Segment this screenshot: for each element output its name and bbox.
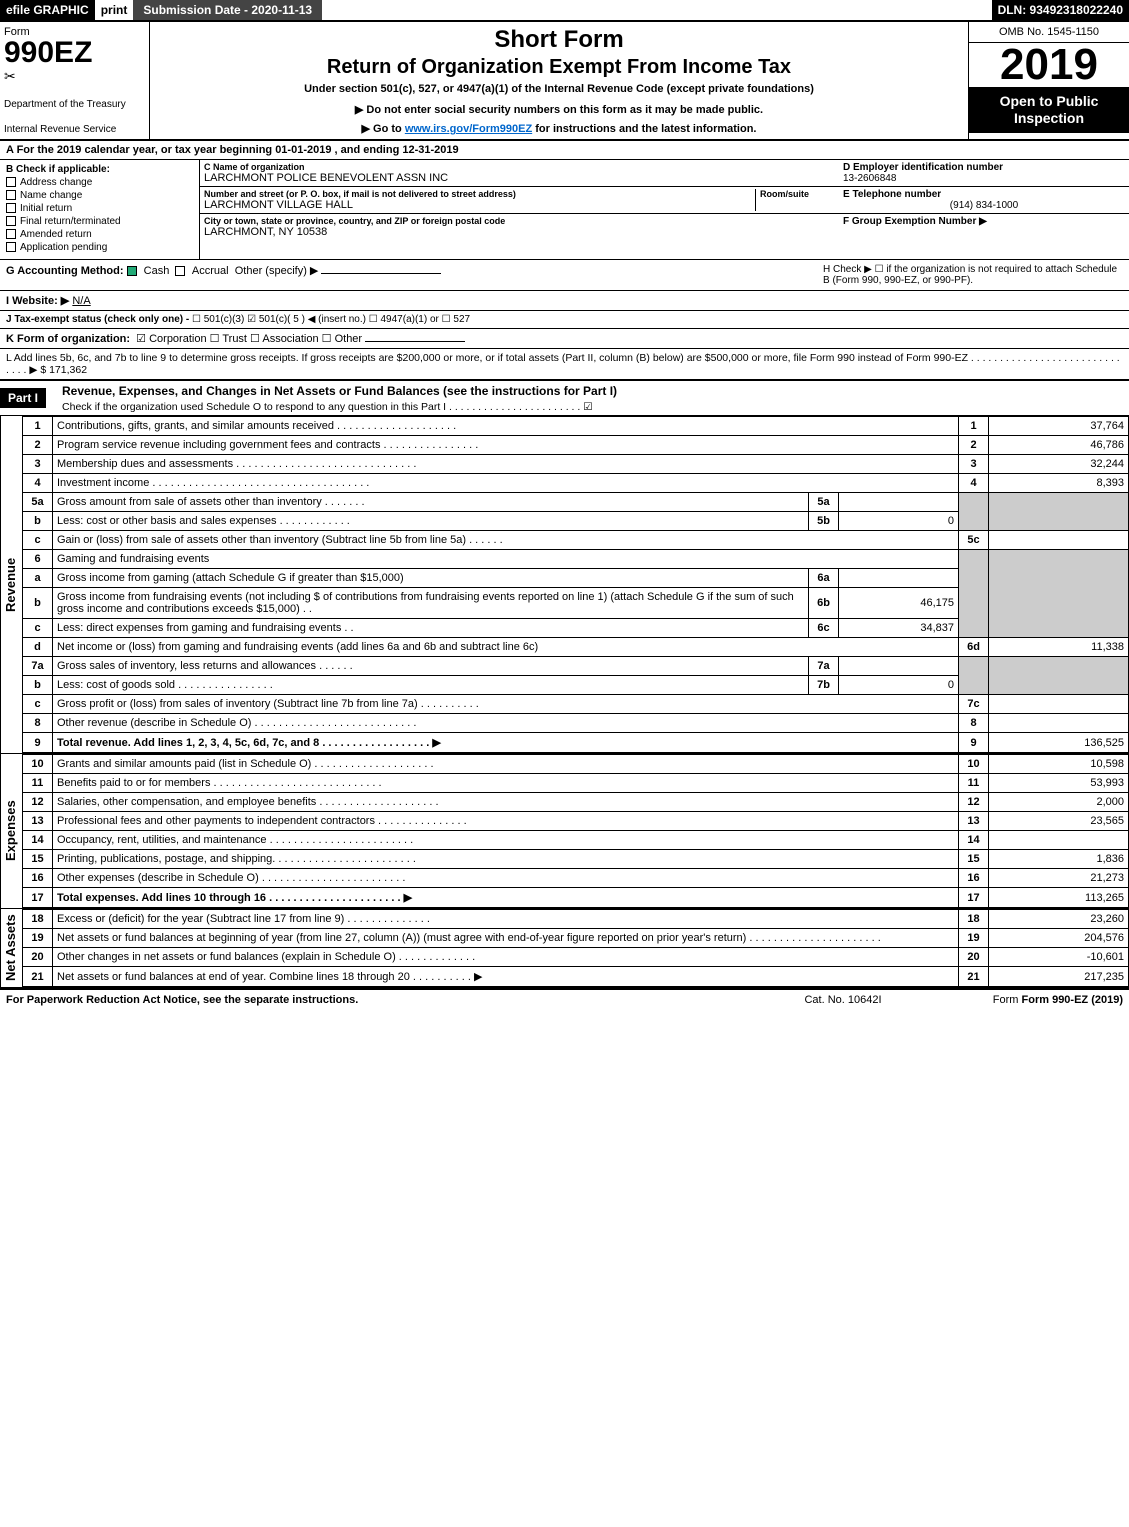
netassets-table: 18Excess or (deficit) for the year (Subt…: [22, 909, 1129, 987]
table-row: 1Contributions, gifts, grants, and simil…: [23, 417, 1129, 436]
tax-year: 2019: [969, 43, 1129, 87]
street-label: Number and street (or P. O. box, if mail…: [204, 189, 755, 199]
table-row: 15Printing, publications, postage, and s…: [23, 850, 1129, 869]
irs-link[interactable]: www.irs.gov/Form990EZ: [405, 123, 532, 135]
table-row: dNet income or (loss) from gaming and fu…: [23, 638, 1129, 657]
table-row: 6Gaming and fundraising events: [23, 550, 1129, 569]
d-label: D Employer identification number: [843, 162, 1125, 173]
cat-number: Cat. No. 10642I: [743, 994, 943, 1006]
table-row: 16Other expenses (describe in Schedule O…: [23, 869, 1129, 888]
table-row: 9Total revenue. Add lines 1, 2, 3, 4, 5c…: [23, 733, 1129, 753]
c-label: C Name of organization: [204, 162, 835, 172]
expenses-section: Expenses 10Grants and similar amounts pa…: [0, 754, 1129, 909]
line-l: L Add lines 5b, 6c, and 7b to line 9 to …: [0, 349, 1129, 381]
part-1-badge: Part I: [0, 388, 46, 408]
checkbox-initial-return[interactable]: [6, 203, 16, 213]
table-row: 17Total expenses. Add lines 10 through 1…: [23, 888, 1129, 908]
top-bar: efile GRAPHIC print Submission Date - 20…: [0, 0, 1129, 22]
table-row: 3Membership dues and assessments . . . .…: [23, 455, 1129, 474]
expenses-label: Expenses: [0, 754, 22, 908]
line-j: J Tax-exempt status (check only one) - ☐…: [0, 311, 1129, 329]
table-row: 5aGross amount from sale of assets other…: [23, 493, 1129, 512]
checkbox-amended[interactable]: [6, 229, 16, 239]
table-row: cGross profit or (loss) from sales of in…: [23, 695, 1129, 714]
revenue-section: Revenue 1Contributions, gifts, grants, a…: [0, 416, 1129, 754]
expenses-table: 10Grants and similar amounts paid (list …: [22, 754, 1129, 908]
table-row: 14Occupancy, rent, utilities, and mainte…: [23, 831, 1129, 850]
table-row: 20Other changes in net assets or fund ba…: [23, 948, 1129, 967]
short-form-title: Short Form: [160, 26, 958, 54]
right-block: D Employer identification number 13-2606…: [839, 160, 1129, 259]
paperwork-notice: For Paperwork Reduction Act Notice, see …: [6, 994, 743, 1006]
city-label: City or town, state or province, country…: [204, 216, 835, 226]
table-row: 19Net assets or fund balances at beginni…: [23, 929, 1129, 948]
section-c: C Name of organization LARCHMONT POLICE …: [200, 160, 839, 259]
return-title: Return of Organization Exempt From Incom…: [160, 56, 958, 79]
revenue-label: Revenue: [0, 416, 22, 753]
form-number: 990EZ: [4, 38, 145, 68]
line-k: K Form of organization: ☑ Corporation ☐ …: [0, 329, 1129, 349]
under-section: Under section 501(c), 527, or 4947(a)(1)…: [160, 83, 958, 95]
table-row: 18Excess or (deficit) for the year (Subt…: [23, 910, 1129, 929]
org-city: LARCHMONT, NY 10538: [204, 226, 835, 238]
line-g-h: G Accounting Method: Cash Accrual Other …: [0, 260, 1129, 291]
checkbox-final-return[interactable]: [6, 216, 16, 226]
table-row: 4Investment income . . . . . . . . . . .…: [23, 474, 1129, 493]
table-row: 11Benefits paid to or for members . . . …: [23, 774, 1129, 793]
checkbox-accrual[interactable]: [175, 266, 185, 276]
checkbox-address-change[interactable]: [6, 177, 16, 187]
phone-value: (914) 834-1000: [843, 200, 1125, 211]
section-b: B Check if applicable: Address change Na…: [0, 160, 200, 259]
f-label: F Group Exemption Number ▶: [843, 216, 1125, 227]
netassets-section: Net Assets 18Excess or (deficit) for the…: [0, 909, 1129, 989]
revenue-table: 1Contributions, gifts, grants, and simil…: [22, 416, 1129, 753]
dln-label: DLN: 93492318022240: [992, 0, 1129, 20]
table-row: 12Salaries, other compensation, and empl…: [23, 793, 1129, 812]
part-1-sub: Check if the organization used Schedule …: [54, 401, 1129, 415]
table-row: 13Professional fees and other payments t…: [23, 812, 1129, 831]
table-row: 21Net assets or fund balances at end of …: [23, 967, 1129, 987]
efile-label: efile GRAPHIC: [0, 0, 95, 20]
header: Form 990EZ ✂ Department of the Treasury …: [0, 22, 1129, 141]
table-row: cGain or (loss) from sale of assets othe…: [23, 531, 1129, 550]
checkbox-name-change[interactable]: [6, 190, 16, 200]
submission-date: Submission Date - 2020-11-13: [133, 0, 322, 20]
part-1-title: Revenue, Expenses, and Changes in Net As…: [54, 381, 1129, 401]
org-name: LARCHMONT POLICE BENEVOLENT ASSN INC: [204, 172, 835, 184]
print-button[interactable]: print: [95, 0, 134, 20]
goto-line: ▶ Go to www.irs.gov/Form990EZ for instru…: [160, 122, 958, 135]
irs-label: Internal Revenue Service: [4, 124, 145, 135]
do-not-enter: ▶ Do not enter social security numbers o…: [160, 103, 958, 116]
checkbox-application-pending[interactable]: [6, 242, 16, 252]
checkbox-cash[interactable]: [127, 266, 137, 276]
form-footer: Form Form 990-EZ (2019): [943, 994, 1123, 1006]
part-1-header: Part I Revenue, Expenses, and Changes in…: [0, 381, 1129, 416]
netassets-label: Net Assets: [0, 909, 22, 987]
table-row: 2Program service revenue including gover…: [23, 436, 1129, 455]
check-b-label: B Check if applicable:: [6, 164, 193, 175]
footer: For Paperwork Reduction Act Notice, see …: [0, 989, 1129, 1010]
ein-value: 13-2606848: [843, 173, 1125, 184]
g-label: G Accounting Method:: [6, 265, 124, 277]
room-label: Room/suite: [760, 189, 835, 199]
line-i: I Website: ▶ N/A: [0, 291, 1129, 311]
org-street: LARCHMONT VILLAGE HALL: [204, 199, 755, 211]
table-row: 7aGross sales of inventory, less returns…: [23, 657, 1129, 676]
dept-treasury: Department of the Treasury: [4, 99, 145, 110]
line-h: H Check ▶ ☐ if the organization is not r…: [823, 264, 1123, 286]
line-a: A For the 2019 calendar year, or tax yea…: [0, 141, 1129, 160]
website-value: N/A: [72, 295, 90, 307]
e-label: E Telephone number: [843, 189, 1125, 200]
table-row: 10Grants and similar amounts paid (list …: [23, 755, 1129, 774]
table-row: 8Other revenue (describe in Schedule O) …: [23, 714, 1129, 733]
open-to-public: Open to Public Inspection: [969, 87, 1129, 133]
